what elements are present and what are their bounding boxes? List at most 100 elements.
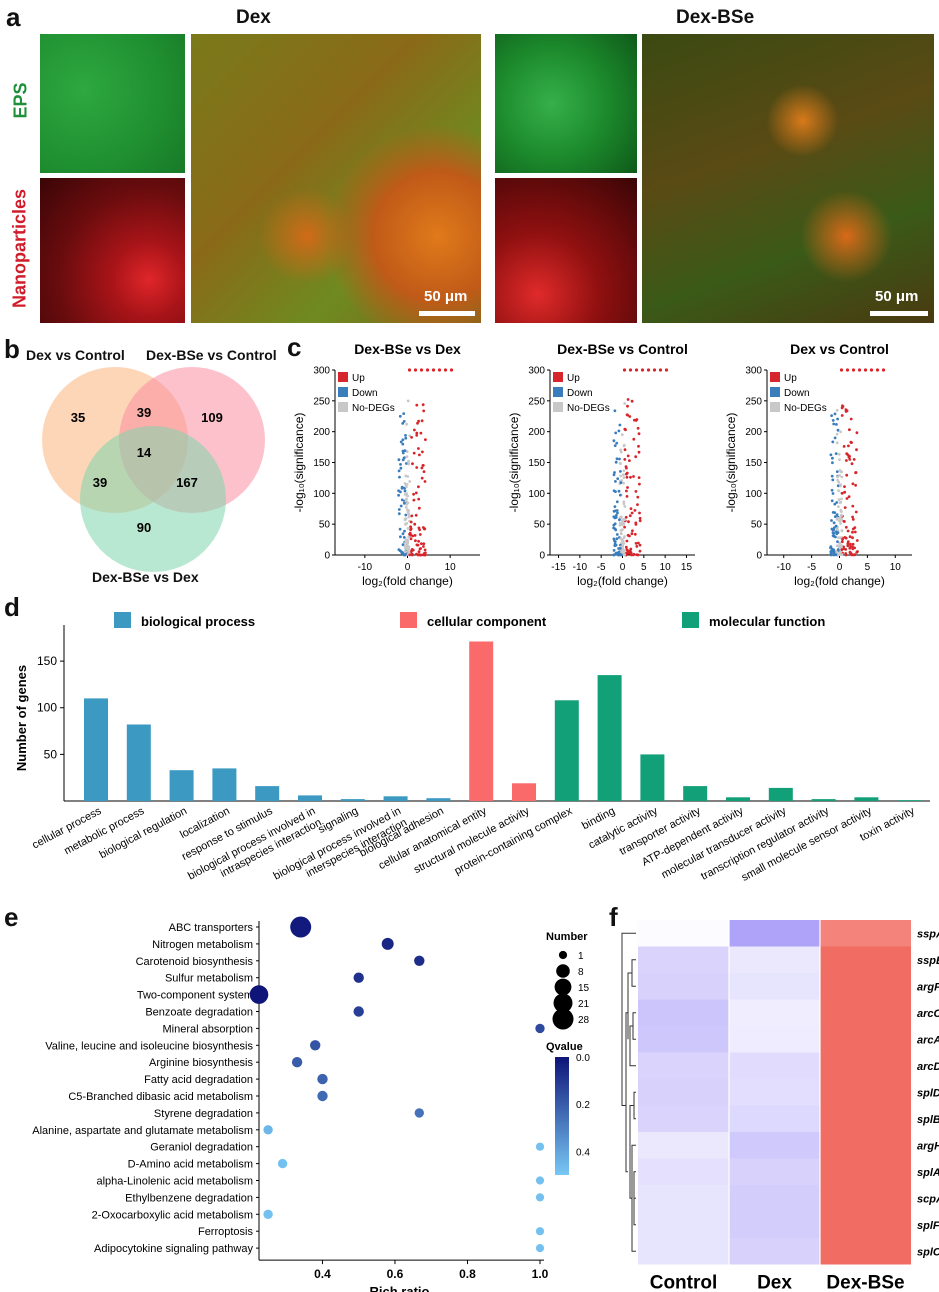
volcano-point [399,466,403,470]
volcano-point [627,552,630,555]
volcano-legend-swatch [770,387,780,397]
volcano-points [612,368,669,557]
volcano-point [614,480,617,483]
volcano-legend-swatch [553,372,563,382]
volcano-point [831,511,835,514]
volcano-point [407,462,411,466]
kegg-size-legend-dot [552,1008,574,1030]
volcano-point [422,545,425,548]
kegg-dot [290,916,312,938]
volcano-point [405,422,408,426]
volcano-point [404,546,408,549]
volcano-point [409,525,412,529]
volcano-point [847,455,851,459]
panel-d-label: d [4,592,20,622]
volcano-point [398,527,402,531]
volcano-x-label: log₂(fold change) [794,574,885,588]
volcano-point [630,399,634,403]
volcano-point [840,470,843,474]
go-bar [469,641,494,801]
volcano-point [863,368,868,372]
volcano-point [845,368,850,372]
volcano-point [405,462,408,465]
volcano-point [846,529,850,533]
volcano-legend-label: Down [567,388,593,399]
volcano-y-tick-label: 150 [528,458,545,469]
volcano-point [829,453,833,457]
volcano-point [414,513,418,517]
volcano-point [833,515,837,518]
volcano-point [832,548,836,552]
volcano-point [404,436,408,440]
volcano-point [407,545,410,548]
volcano-point [422,470,426,473]
heatmap-cell [820,973,911,1000]
volcano-point [623,505,627,508]
volcano-point [397,512,401,516]
volcano-point [618,493,622,497]
kegg-pathway-label: Ferroptosis [198,1226,254,1238]
kegg-dot [381,937,394,950]
volcano-point [401,422,405,425]
heatmap-cell [729,1132,820,1159]
go-y-tick-label: 100 [37,701,57,715]
go-bar [126,724,151,801]
volcano-point [417,485,420,489]
go-bar [683,786,708,801]
volcano-point [634,542,638,545]
volcano-point [837,489,840,493]
volcano-point [408,553,412,557]
volcano-y-tick-label: 50 [751,520,763,531]
go-legend-label: molecular function [709,614,825,629]
volcano-y-tick-label: 200 [745,427,762,438]
panel-f-label: f [609,902,618,932]
volcano-point [623,427,627,431]
volcano-y-tick-label: 250 [745,396,762,407]
volcano-point [622,481,625,485]
kegg-pathway-label: Alanine, aspartate and glutamate metabol… [32,1125,253,1137]
heatmap-cell [820,999,911,1026]
volcano-point [840,548,844,551]
volcano-point [619,474,623,478]
volcano-point [851,545,854,549]
go-bar [597,675,622,801]
volcano-point [614,431,618,435]
dendrogram-branch [632,1012,636,1040]
volcano-point [845,497,849,500]
volcano-point [851,530,854,534]
venn-count: 167 [176,475,198,490]
heatmap-cell [638,973,729,1000]
volcano-legend-label: No-DEGs [567,403,610,414]
volcano-point [401,438,405,442]
volcano-point [629,507,633,510]
volcano-point [418,528,421,532]
volcano-point [832,422,836,426]
volcano-point [424,438,427,441]
volcano-point [412,498,416,502]
kegg-dot [317,1090,328,1102]
volcano-point [838,458,841,462]
volcano-point [836,428,840,432]
volcano-point [840,514,843,517]
kegg-pathway-label: Two-component system [137,990,253,1002]
heatmap-row-label: sspB [917,955,939,967]
volcano-point [619,481,623,484]
venn-label-dexbse-vs-dex: Dex-BSe vs Dex [92,569,199,585]
volcano-point [418,553,422,557]
volcano-point [410,552,414,556]
volcano-point [847,495,851,498]
volcano-point [839,544,843,548]
volcano-point [404,538,408,542]
kegg-dot [317,1073,328,1085]
kegg-size-legend-dot [556,964,570,978]
kegg-x-label: Rich ratio [370,1284,430,1292]
kegg-dot [414,1108,424,1118]
kegg-dot [353,972,364,983]
volcano-point [835,470,839,473]
volcano-point [851,536,854,540]
volcano-point [406,547,410,551]
volcano-point [829,550,833,554]
volcano-point [634,490,638,493]
volcano-point [401,532,405,536]
heatmap-row-label: argH [917,1140,939,1152]
